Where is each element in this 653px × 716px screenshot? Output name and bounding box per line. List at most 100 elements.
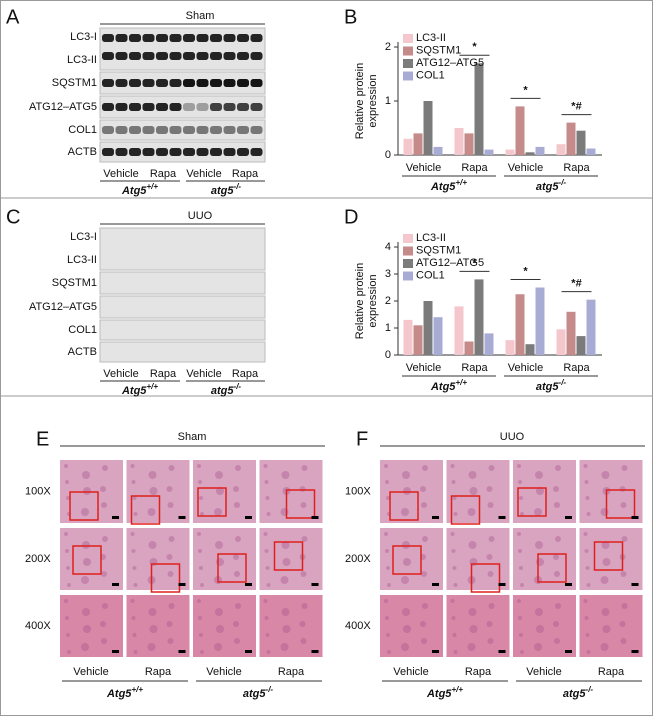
tissue-spot <box>132 633 137 637</box>
tissue-spot <box>100 486 106 492</box>
group-label: Rapa <box>278 666 305 678</box>
bar <box>474 63 484 156</box>
blot-band <box>183 52 195 60</box>
legend-swatch <box>403 59 413 68</box>
y-axis-label: expression <box>367 274 379 327</box>
bar <box>505 340 515 355</box>
tissue-spot <box>198 480 202 484</box>
blot-band <box>183 126 195 134</box>
tissue-spot <box>66 633 70 637</box>
legend-label: LC3-II <box>416 232 446 244</box>
magnification-label: 100X <box>345 485 371 497</box>
tissue-spot <box>147 508 156 516</box>
zoom-box <box>273 541 304 571</box>
histology-image <box>126 460 190 523</box>
tissue-spot <box>149 487 158 495</box>
tissue-spot <box>386 633 390 637</box>
scale-bar <box>178 650 186 653</box>
blot-band <box>223 52 236 60</box>
blot-band <box>129 103 141 111</box>
genotype-sup: +/+ <box>131 685 143 694</box>
scale-bar <box>311 583 319 586</box>
tissue-spot <box>234 571 240 577</box>
tissue-spot <box>199 566 203 570</box>
group-label: Rapa <box>150 168 177 180</box>
tissue-spot <box>420 621 426 627</box>
genotype-sup: -/- <box>234 182 242 191</box>
genotype-name: atg5 <box>211 185 235 197</box>
tissue-spot <box>131 616 136 620</box>
tissue-spot <box>100 621 106 627</box>
tissue-spot <box>602 558 611 566</box>
genotype-label: atg5-/- <box>243 685 274 700</box>
tissue-spot <box>534 643 542 651</box>
tissue-spot <box>234 638 240 644</box>
zoom-box <box>150 563 181 593</box>
tissue-spot <box>585 566 590 570</box>
tissue-spot <box>266 512 271 516</box>
blot-title: Sham <box>186 10 215 22</box>
tissue-spot <box>130 532 135 536</box>
blot-band <box>156 103 168 111</box>
scale-bar <box>311 650 319 653</box>
tissue-spot <box>64 532 68 536</box>
zoom-box <box>389 491 419 521</box>
bar <box>454 128 464 155</box>
blot-band <box>210 126 222 134</box>
histo-title: UUO <box>500 431 525 443</box>
tissue-spot <box>280 643 289 651</box>
genotype-name: Atg5 <box>430 381 456 393</box>
scale-bar <box>112 516 119 519</box>
legend-swatch <box>403 271 413 281</box>
y-tick-label: 0 <box>385 149 391 161</box>
histology-image <box>126 595 190 657</box>
bar <box>433 146 443 155</box>
tissue-spot <box>453 583 458 587</box>
histology-image <box>193 460 256 523</box>
scale-bar <box>498 583 506 586</box>
blot-band <box>196 126 209 134</box>
blot-band <box>196 103 209 111</box>
tissue-spot <box>421 502 427 508</box>
blot-band <box>250 103 263 111</box>
scale-bar <box>565 516 572 519</box>
genotype-label: Atg5+/+ <box>426 685 463 700</box>
blot-band <box>210 79 222 87</box>
tissue-spot <box>263 464 268 468</box>
tissue-spot <box>553 621 559 627</box>
tissue-spot <box>233 486 239 492</box>
genotype-sup: -/- <box>234 382 242 391</box>
significance: * <box>472 41 477 53</box>
tissue-spot <box>300 638 307 644</box>
y-tick-label: 2 <box>385 295 391 307</box>
tissue-spot <box>133 512 138 516</box>
tissue-spot <box>387 583 391 587</box>
legend-swatch <box>403 259 413 268</box>
tissue-spot <box>518 480 522 484</box>
tissue-spot <box>536 558 544 566</box>
tissue-spot <box>101 638 107 644</box>
tissue-spot <box>520 583 524 587</box>
histology-image <box>259 528 323 590</box>
blot-strip <box>99 141 266 163</box>
tissue-spot <box>65 480 69 484</box>
scale-bar <box>112 650 119 653</box>
group-label: Rapa <box>145 666 172 678</box>
tissue-spot <box>149 625 158 633</box>
tissue-spot <box>133 650 138 654</box>
tissue-spot <box>301 536 308 542</box>
panel-letter: C <box>6 206 20 228</box>
genotype-sup: +/+ <box>455 378 467 387</box>
tissue-spot <box>451 480 456 484</box>
histology-image <box>579 460 643 523</box>
tissue-spot <box>265 633 270 637</box>
tissue-spot <box>299 621 306 627</box>
tissue-spot <box>264 549 269 553</box>
tissue-spot <box>233 554 239 560</box>
scale-bar <box>112 583 119 586</box>
bar <box>566 122 576 155</box>
tissue-spot <box>536 487 544 495</box>
blot-strip <box>99 27 266 71</box>
blot-band <box>250 52 263 60</box>
tissue-spot <box>214 508 222 516</box>
